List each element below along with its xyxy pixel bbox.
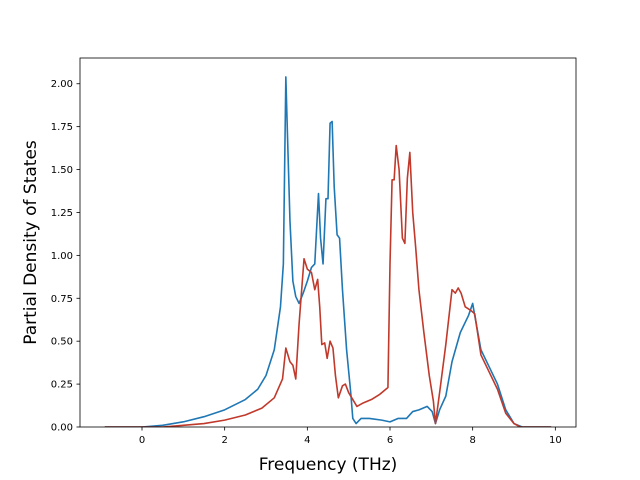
series-layer: [104, 76, 552, 427]
y-tick-label: 1.50: [51, 165, 73, 176]
x-tick-label: 6: [387, 435, 393, 446]
y-tick-label: 0.00: [51, 423, 73, 434]
y-tick-label: 1.00: [51, 251, 73, 262]
y-tick-label: 0.75: [51, 294, 73, 305]
series-line-1: [104, 76, 552, 427]
x-tick-label: 8: [469, 435, 475, 446]
x-tick-label: 2: [221, 435, 227, 446]
y-axis-ticks: 0.00 0.25 0.50 0.75 1.00 1.25 1.50 1.75 2.00: [51, 79, 80, 434]
y-tick-label: 1.25: [51, 208, 73, 219]
x-tick-label: 0: [139, 435, 145, 446]
y-axis-label: Partial Density of States: [21, 140, 41, 345]
y-tick-label: 0.50: [51, 337, 73, 348]
x-axis-ticks: 0 2 4 6 8 10: [139, 427, 562, 446]
x-tick-label: 10: [549, 435, 562, 446]
y-tick-label: 2.00: [51, 79, 73, 90]
y-tick-label: 0.25: [51, 380, 73, 391]
axes-frame: [79, 57, 577, 428]
y-tick-label: 1.75: [51, 122, 73, 133]
series-line-2: [104, 144, 552, 427]
x-axis-label: Frequency (THz): [259, 455, 398, 475]
x-tick-label: 4: [304, 435, 310, 446]
